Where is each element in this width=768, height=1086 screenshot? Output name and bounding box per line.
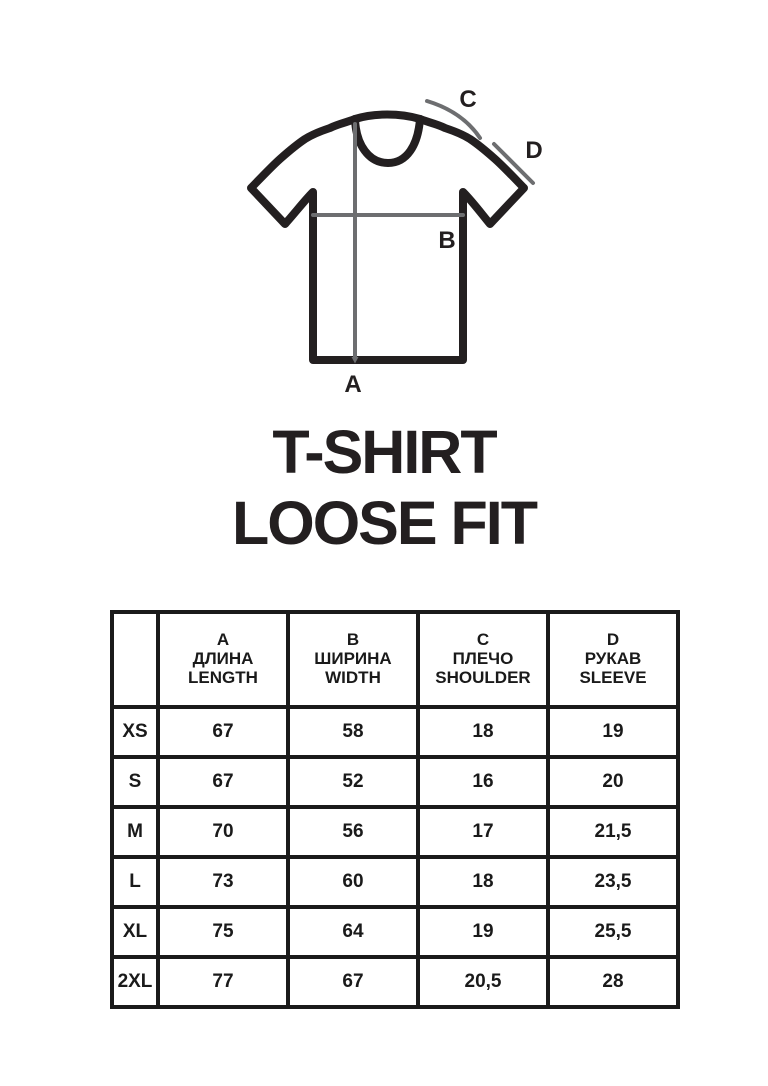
- svg-text:B: B: [438, 227, 455, 254]
- svg-text:D: D: [525, 137, 542, 164]
- svg-text:A: A: [344, 371, 361, 398]
- svg-text:C: C: [459, 86, 476, 113]
